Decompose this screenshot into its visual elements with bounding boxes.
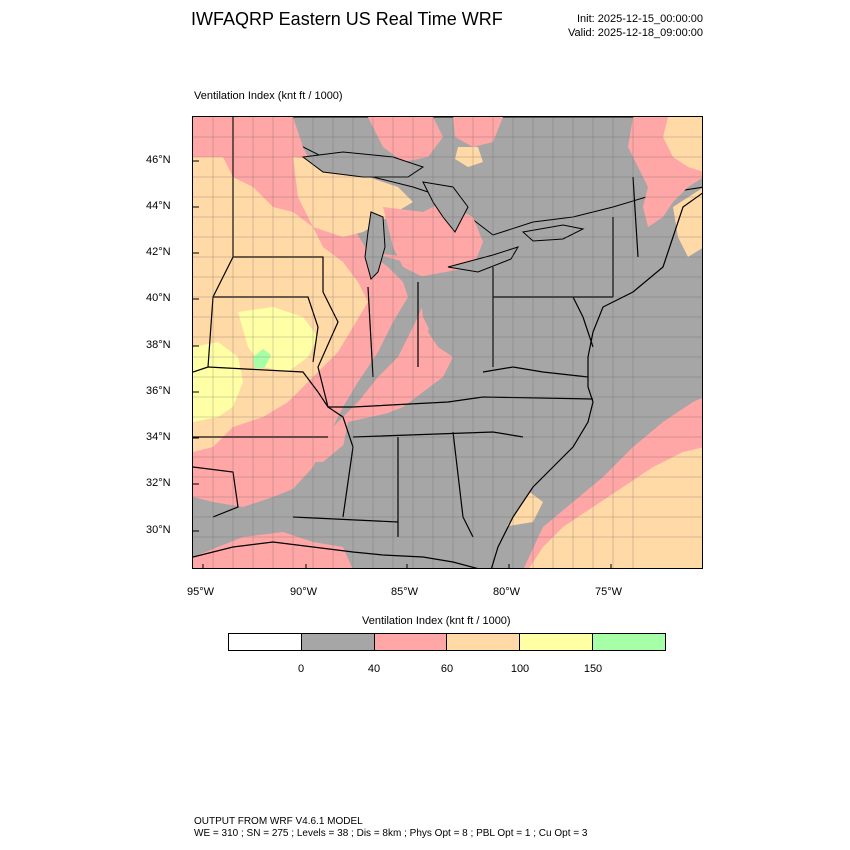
colorbar-label-40: 40	[367, 663, 381, 675]
lat-label-46: 46°N	[146, 154, 171, 166]
colorbar-label-150: 150	[583, 663, 603, 675]
colorbar-title: Ventilation Index (knt ft / 1000)	[362, 615, 511, 627]
lat-label-36: 36°N	[146, 385, 171, 397]
model-info-line2: WE = 310 ; SN = 275 ; Levels = 38 ; Dis …	[194, 828, 588, 839]
colorbar-box-orange	[447, 634, 521, 650]
lat-label-30: 30°N	[146, 524, 171, 536]
colorbar-label-0: 0	[297, 663, 305, 675]
plot-title: IWFAQRP Eastern US Real Time WRF	[191, 9, 503, 29]
lat-label-34: 34°N	[146, 431, 171, 443]
maine-coast-orange	[673, 188, 702, 257]
atlantic-orange-field	[529, 447, 702, 568]
lon-label-85: 85°W	[391, 586, 419, 598]
lon-label-80: 80°W	[493, 586, 521, 598]
init-time: Init: 2025-12-15_00:00:00	[577, 13, 703, 25]
lat-label-44: 44°N	[146, 200, 171, 212]
valid-time: Valid: 2025-12-18_09:00:00	[568, 27, 703, 39]
lon-label-75: 75°W	[595, 586, 623, 598]
lat-label-40: 40°N	[146, 292, 171, 304]
colorbar	[228, 633, 666, 651]
lake-michigan	[364, 211, 386, 280]
canada-pink-2	[453, 117, 503, 147]
lat-label-32: 32°N	[146, 477, 171, 489]
lat-label-42: 42°N	[146, 246, 171, 258]
colorbar-label-60: 60	[440, 663, 454, 675]
colorbar-box-yellow	[520, 634, 594, 650]
colorbar-box-green	[593, 634, 665, 650]
northeast-orange	[663, 117, 702, 172]
lon-label-90: 90°W	[290, 586, 318, 598]
ventilation-index-map	[193, 117, 702, 568]
colorbar-box-white	[229, 634, 302, 650]
colorbar-box-pink	[374, 634, 448, 650]
colorbar-label-100: 100	[510, 663, 530, 675]
lon-label-95: 95°W	[187, 586, 215, 598]
green-spot	[253, 349, 271, 369]
map-panel	[192, 116, 703, 569]
colorbar-box-gray	[301, 634, 375, 650]
lat-label-38: 38°N	[146, 339, 171, 351]
midatlantic-land	[418, 212, 633, 402]
canada-pink-1	[368, 117, 443, 162]
model-info-line1: OUTPUT FROM WRF V4.6.1 MODEL	[194, 816, 363, 827]
gulf-coastline	[193, 541, 478, 568]
atlantic-coastline	[490, 192, 702, 568]
field-label: Ventilation Index (knt ft / 1000)	[194, 90, 343, 102]
yellow-patch-west	[193, 342, 243, 422]
county-grid	[193, 117, 702, 568]
